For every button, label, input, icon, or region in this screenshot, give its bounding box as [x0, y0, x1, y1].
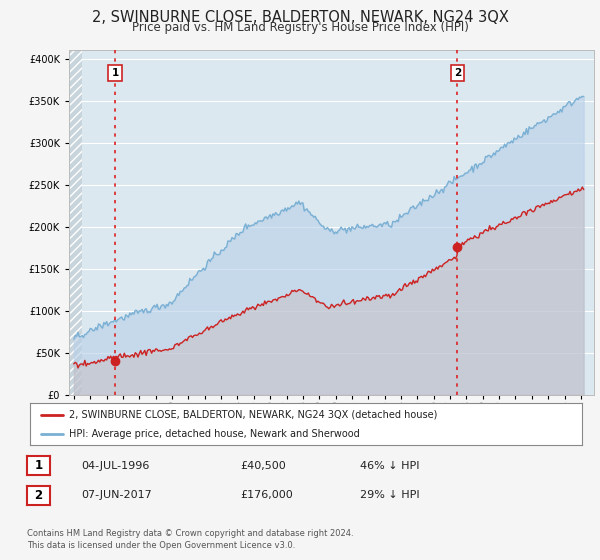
- Text: 46% ↓ HPI: 46% ↓ HPI: [360, 461, 419, 471]
- Text: 04-JUL-1996: 04-JUL-1996: [81, 461, 149, 471]
- FancyBboxPatch shape: [69, 50, 82, 395]
- Text: 2, SWINBURNE CLOSE, BALDERTON, NEWARK, NG24 3QX: 2, SWINBURNE CLOSE, BALDERTON, NEWARK, N…: [92, 10, 508, 25]
- Text: Contains HM Land Registry data © Crown copyright and database right 2024.
This d: Contains HM Land Registry data © Crown c…: [27, 529, 353, 550]
- Text: £40,500: £40,500: [240, 461, 286, 471]
- Text: HPI: Average price, detached house, Newark and Sherwood: HPI: Average price, detached house, Newa…: [68, 429, 359, 439]
- Text: £176,000: £176,000: [240, 490, 293, 500]
- Text: 1: 1: [112, 68, 119, 78]
- Text: 1: 1: [34, 459, 43, 473]
- Text: 07-JUN-2017: 07-JUN-2017: [81, 490, 152, 500]
- Text: 2: 2: [454, 68, 461, 78]
- Text: 2: 2: [34, 488, 43, 502]
- Text: 2, SWINBURNE CLOSE, BALDERTON, NEWARK, NG24 3QX (detached house): 2, SWINBURNE CLOSE, BALDERTON, NEWARK, N…: [68, 409, 437, 419]
- Text: Price paid vs. HM Land Registry's House Price Index (HPI): Price paid vs. HM Land Registry's House …: [131, 21, 469, 34]
- Text: 29% ↓ HPI: 29% ↓ HPI: [360, 490, 419, 500]
